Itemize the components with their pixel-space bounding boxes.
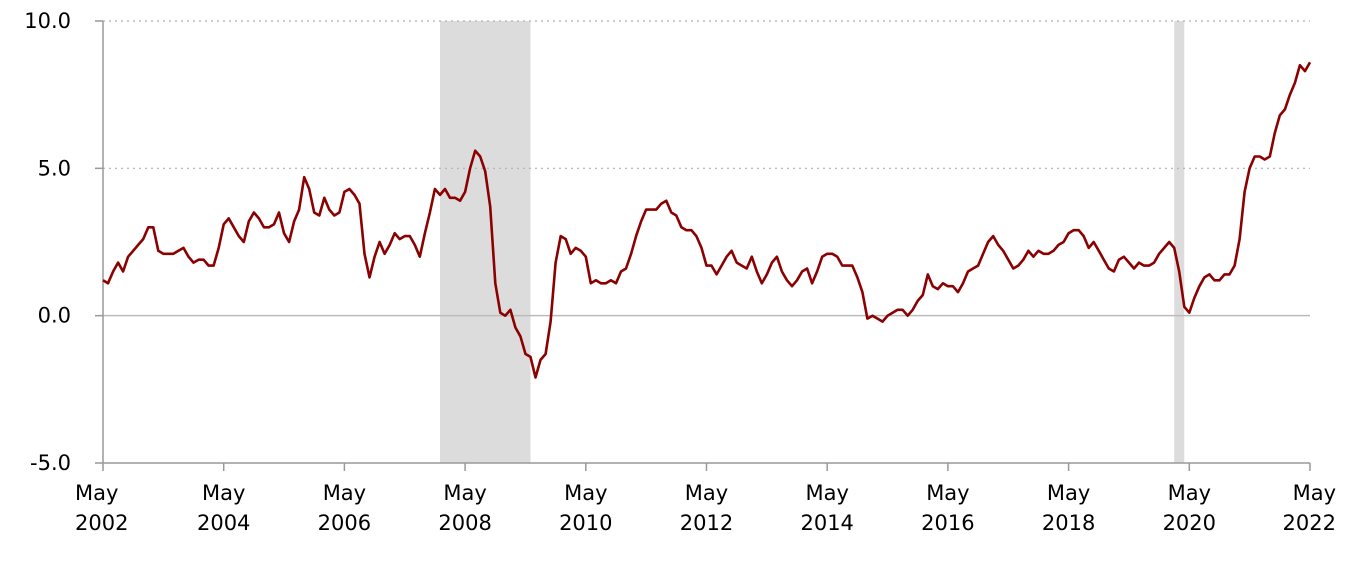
x-tick-label-2-1: 2006 [318,511,371,535]
x-tick-label-0-0: May [75,481,118,505]
x-tick-label-9-0: May [1168,481,1211,505]
gridlines-layer [95,20,1311,471]
series-line-0 [102,61,1312,379]
x-tick-label-7-0: May [926,481,969,505]
y-tick-label-2: 0.0 [38,304,71,328]
tick-labels-layer: 10.05.00.0-5.0May2002May2004May2006May20… [24,9,1336,535]
x-tick-label-3-0: May [443,481,486,505]
x-tick-label-2-0: May [323,481,366,505]
x-tick-label-0-1: 2002 [75,511,128,535]
x-tick-label-6-0: May [805,481,848,505]
x-tick-label-4-0: May [564,481,607,505]
x-tick-label-6-1: 2014 [800,511,853,535]
shaded-period-1 [1174,21,1185,463]
series-layer [102,61,1312,379]
axes-layer [102,21,1310,464]
x-tick-label-9-1: 2020 [1163,511,1216,535]
y-tick-label-3: -5.0 [30,451,71,475]
x-tick-label-10-0: May [1293,481,1336,505]
x-tick-label-8-1: 2018 [1042,511,1095,535]
x-tick-label-3-1: 2008 [438,511,491,535]
x-tick-label-1-0: May [202,481,245,505]
x-tick-label-5-0: May [685,481,728,505]
y-tick-label-1: 5.0 [38,156,71,180]
x-tick-label-4-1: 2010 [559,511,612,535]
x-tick-label-7-1: 2016 [921,511,974,535]
x-tick-label-10-1: 2022 [1283,511,1336,535]
y-tick-label-0: 10.0 [24,9,71,33]
x-tick-label-5-1: 2012 [680,511,733,535]
shaded-period-0 [439,21,531,463]
x-tick-label-8-0: May [1047,481,1090,505]
x-tick-label-1-1: 2004 [197,511,250,535]
recession-shading-layer [439,21,1185,463]
